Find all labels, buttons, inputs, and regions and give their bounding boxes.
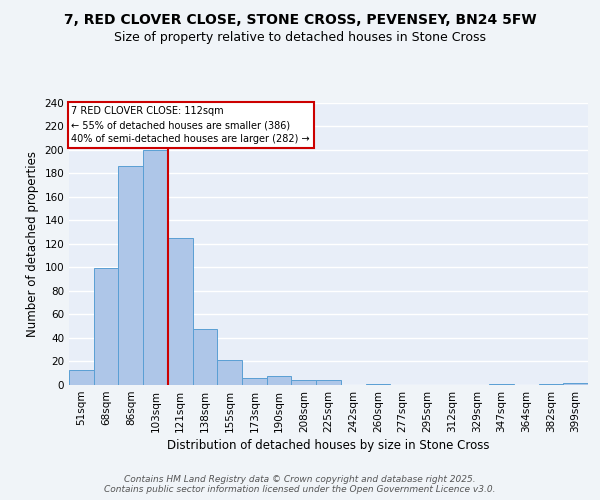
- Bar: [94, 268, 118, 385]
- Text: 7 RED CLOVER CLOSE: 112sqm
← 55% of detached houses are smaller (386)
40% of sem: 7 RED CLOVER CLOSE: 112sqm ← 55% of deta…: [71, 106, 310, 144]
- Y-axis label: Number of detached properties: Number of detached properties: [26, 151, 39, 337]
- Bar: [193, 328, 217, 385]
- Bar: [69, 370, 94, 385]
- Bar: [563, 382, 588, 385]
- X-axis label: Distribution of detached houses by size in Stone Cross: Distribution of detached houses by size …: [167, 439, 490, 452]
- Bar: [489, 384, 514, 385]
- Bar: [267, 376, 292, 385]
- Text: 7, RED CLOVER CLOSE, STONE CROSS, PEVENSEY, BN24 5FW: 7, RED CLOVER CLOSE, STONE CROSS, PEVENS…: [64, 12, 536, 26]
- Bar: [242, 378, 267, 385]
- Bar: [143, 150, 168, 385]
- Bar: [292, 380, 316, 385]
- Text: Contains HM Land Registry data © Crown copyright and database right 2025.
Contai: Contains HM Land Registry data © Crown c…: [104, 474, 496, 494]
- Text: Size of property relative to detached houses in Stone Cross: Size of property relative to detached ho…: [114, 31, 486, 44]
- Bar: [217, 360, 242, 385]
- Bar: [316, 380, 341, 385]
- Bar: [118, 166, 143, 385]
- Bar: [539, 384, 563, 385]
- Bar: [168, 238, 193, 385]
- Bar: [365, 384, 390, 385]
